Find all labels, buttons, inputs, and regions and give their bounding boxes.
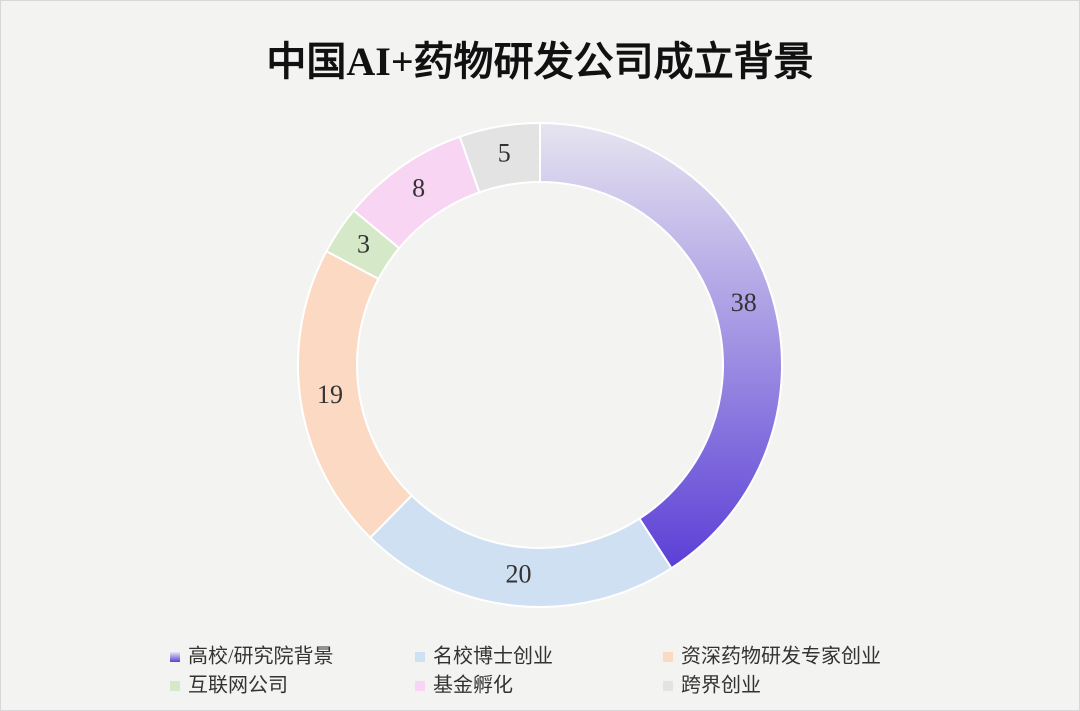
data-label: 3 xyxy=(357,230,370,259)
data-label: 8 xyxy=(412,174,425,203)
legend-label: 基金孵化 xyxy=(433,674,513,697)
legend-label: 资深药物研发专家创业 xyxy=(681,645,881,668)
data-label: 20 xyxy=(506,559,532,588)
legend-label: 名校博士创业 xyxy=(433,645,553,668)
chart-title: 中国AI+药物研发公司成立背景 xyxy=(266,39,813,84)
legend-label: 高校/研究院背景 xyxy=(188,645,334,668)
legend-swatch xyxy=(170,652,180,662)
legend-swatch xyxy=(170,681,180,691)
legend-swatch xyxy=(663,681,673,691)
legend-swatch xyxy=(663,652,673,662)
data-label: 19 xyxy=(317,380,343,409)
data-label: 38 xyxy=(731,288,757,317)
donut-segment xyxy=(458,121,541,194)
legend-swatch xyxy=(415,652,425,662)
legend-swatch xyxy=(415,681,425,691)
legend-label: 互联网公司 xyxy=(188,674,288,697)
donut-segment xyxy=(539,121,783,570)
legend-label: 跨界创业 xyxy=(681,674,761,697)
data-label: 5 xyxy=(498,138,511,167)
